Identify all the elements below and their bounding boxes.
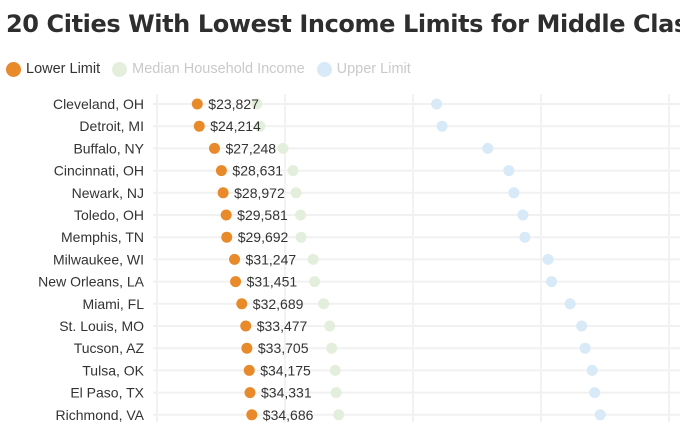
legend-item-lower-limit[interactable]: Lower Limit — [6, 61, 100, 77]
point-median-household-income — [295, 209, 307, 221]
category-label: St. Louis, MO — [59, 318, 144, 334]
data-label-lower-limit: $32,689 — [253, 296, 304, 312]
data-label-lower-limit: $34,331 — [261, 385, 312, 401]
category-label: Cleveland, OH — [53, 96, 144, 112]
point-lower-limit — [243, 364, 255, 376]
point-lower-limit — [221, 231, 233, 243]
point-median-household-income — [333, 409, 345, 421]
legend-marker-median-household-income — [112, 61, 128, 77]
data-label-lower-limit: $31,451 — [247, 274, 298, 290]
point-median-household-income — [326, 342, 338, 354]
legend: Lower Limit Median Household Income Uppe… — [6, 61, 423, 77]
data-label-lower-limit: $27,248 — [225, 140, 276, 156]
point-median-household-income — [309, 276, 321, 288]
point-lower-limit — [217, 187, 229, 199]
data-label-lower-limit: $24,214 — [210, 118, 261, 134]
point-upper-limit — [503, 165, 515, 177]
point-median-household-income — [254, 120, 266, 132]
data-label-lower-limit: $34,175 — [260, 362, 311, 378]
point-median-household-income — [287, 165, 299, 177]
legend-marker-upper-limit — [316, 61, 332, 77]
category-label: El Paso, TX — [70, 385, 144, 401]
point-upper-limit — [589, 387, 601, 399]
category-label: Memphis, TN — [61, 229, 144, 245]
category-label: Richmond, VA — [56, 407, 145, 422]
point-upper-limit — [576, 320, 588, 332]
point-upper-limit — [431, 98, 443, 110]
category-label: Tulsa, OK — [82, 362, 144, 378]
point-upper-limit — [436, 120, 448, 132]
category-label: Miami, FL — [83, 296, 145, 312]
category-label: Detroit, MI — [79, 118, 144, 134]
point-lower-limit — [208, 142, 220, 154]
legend-label-lower-limit: Lower Limit — [26, 61, 101, 77]
point-median-household-income — [324, 320, 336, 332]
data-label-lower-limit: $29,581 — [237, 207, 288, 223]
point-lower-limit — [230, 276, 242, 288]
data-label-lower-limit: $29,692 — [238, 229, 289, 245]
point-median-household-income — [295, 231, 307, 243]
category-label: Toledo, OH — [74, 207, 144, 223]
point-median-household-income — [330, 387, 342, 399]
point-upper-limit — [519, 231, 531, 243]
point-lower-limit — [236, 298, 248, 310]
point-median-household-income — [290, 187, 302, 199]
data-label-lower-limit: $33,705 — [258, 340, 309, 356]
point-median-household-income — [307, 253, 319, 265]
point-upper-limit — [542, 253, 554, 265]
point-upper-limit — [517, 209, 529, 221]
point-median-household-income — [329, 364, 341, 376]
point-lower-limit — [193, 120, 205, 132]
point-upper-limit — [594, 409, 606, 421]
category-label: Newark, NJ — [72, 185, 144, 201]
category-label: New Orleans, LA — [38, 274, 144, 290]
point-upper-limit — [579, 342, 591, 354]
data-label-lower-limit: $23,827 — [208, 96, 259, 112]
category-label: Tucson, AZ — [74, 340, 145, 356]
chart-title: 20 Cities With Lowest Income Limits for … — [6, 10, 680, 38]
point-lower-limit — [220, 209, 232, 221]
point-median-household-income — [251, 98, 263, 110]
category-label: Milwaukee, WI — [53, 251, 144, 267]
point-lower-limit — [246, 409, 258, 421]
data-label-lower-limit: $28,972 — [234, 185, 285, 201]
data-label-lower-limit: $33,477 — [257, 318, 308, 334]
point-upper-limit — [546, 276, 558, 288]
data-label-lower-limit: $28,631 — [232, 163, 283, 179]
legend-item-upper-limit[interactable]: Upper Limit — [316, 61, 411, 77]
legend-item-median-household-income[interactable]: Median Household Income — [112, 61, 305, 77]
legend-label-upper-limit: Upper Limit — [336, 61, 411, 77]
legend-label-median-household-income: Median Household Income — [132, 61, 305, 77]
data-label-lower-limit: $31,247 — [246, 251, 297, 267]
point-upper-limit — [586, 364, 598, 376]
point-upper-limit — [564, 298, 576, 310]
legend-marker-lower-limit — [6, 61, 21, 77]
category-label: Cincinnati, OH — [54, 163, 144, 179]
point-median-household-income — [277, 142, 289, 154]
point-upper-limit — [508, 187, 520, 199]
point-lower-limit — [244, 387, 256, 399]
point-lower-limit — [240, 320, 252, 332]
point-lower-limit — [215, 165, 227, 177]
point-median-household-income — [318, 298, 330, 310]
category-label: Buffalo, NY — [73, 140, 144, 156]
point-upper-limit — [482, 142, 494, 154]
point-lower-limit — [229, 253, 241, 265]
data-label-lower-limit: $34,686 — [263, 407, 314, 422]
point-lower-limit — [191, 98, 203, 110]
point-lower-limit — [241, 342, 253, 354]
